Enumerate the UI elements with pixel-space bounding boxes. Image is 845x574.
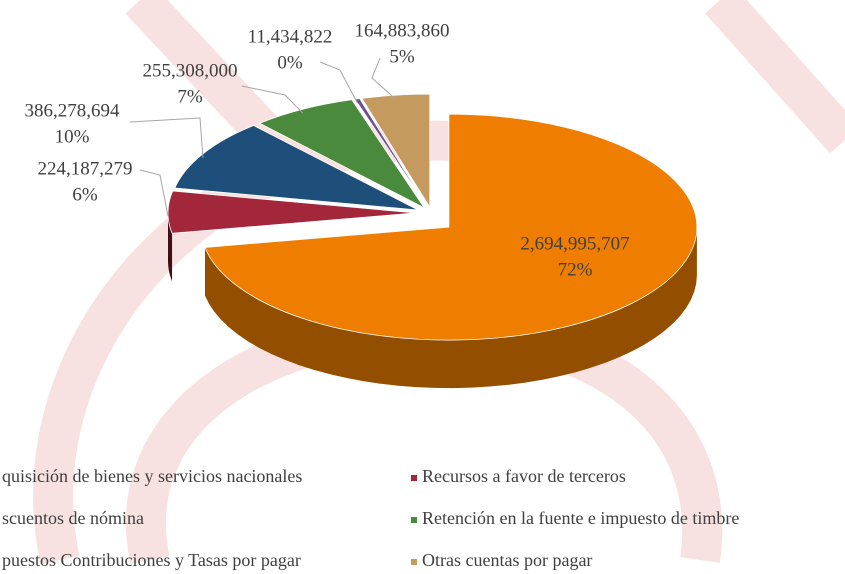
legend-marker [411, 517, 417, 523]
legend-marker [411, 559, 417, 565]
percent-label: 10% [55, 126, 90, 147]
value-label: 386,278,694 [25, 100, 121, 121]
legend-label: Otras cuentas por pagar [422, 550, 592, 570]
legend: quisición de bienes y servicios nacional… [2, 466, 739, 570]
percent-label: 0% [277, 52, 303, 73]
legend-marker [411, 475, 417, 481]
value-label: 255,308,000 [143, 60, 238, 81]
leader-line [371, 57, 396, 100]
value-label: 2,694,995,707 [520, 233, 629, 254]
leader-line [319, 61, 358, 104]
legend-label: scuentos de nómina [2, 508, 144, 528]
percent-label: 6% [72, 184, 98, 205]
percent-label: 72% [558, 259, 593, 280]
value-label: 224,187,279 [38, 158, 133, 179]
legend-label: quisición de bienes y servicios nacional… [2, 466, 302, 486]
slice [204, 113, 698, 341]
slice [361, 93, 431, 209]
legend-label: Retención en la fuente e impuesto de tim… [422, 508, 739, 528]
data-labels: 2,694,995,707 72% 224,187,279 6% 386,278,694… [25, 20, 630, 280]
leader-line [139, 169, 169, 217]
slice [258, 99, 426, 209]
value-label: 164,883,860 [355, 20, 450, 41]
leader-line [129, 117, 204, 158]
percent-label: 7% [177, 86, 203, 107]
percent-label: 5% [389, 46, 415, 67]
value-label: 11,434,822 [248, 26, 333, 47]
slice-side [168, 212, 173, 282]
slice-side [204, 227, 697, 389]
legend-label: puestos Contribuciones y Tasas por pagar [2, 550, 301, 570]
leader-line [241, 85, 304, 114]
legend-label: Recursos a favor de terceros [422, 466, 626, 486]
slice [167, 190, 417, 234]
pie-tops [167, 93, 698, 341]
pie-sides [168, 212, 697, 389]
